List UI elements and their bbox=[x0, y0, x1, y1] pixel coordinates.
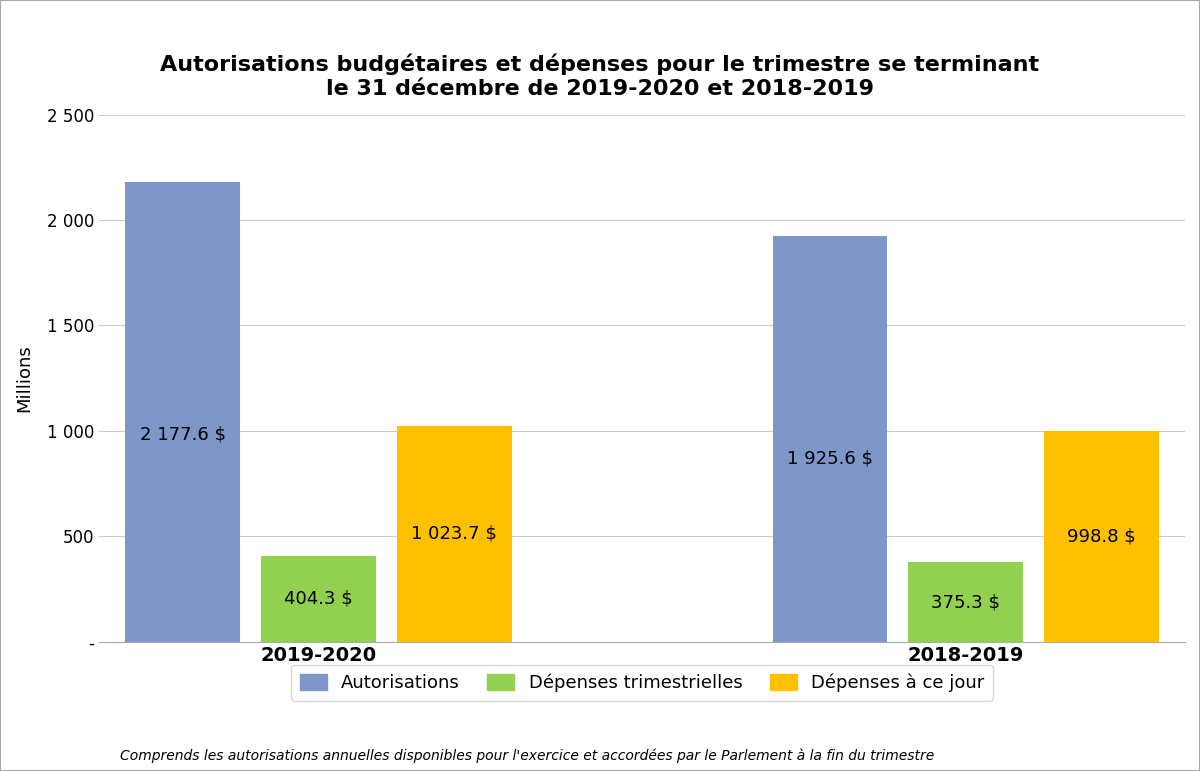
Text: 404.3 $: 404.3 $ bbox=[284, 590, 353, 608]
Text: 2 177.6 $: 2 177.6 $ bbox=[139, 426, 226, 444]
Text: Autorisations budgétaires et dépenses pour le trimestre se terminant
le 31 décem: Autorisations budgétaires et dépenses po… bbox=[161, 54, 1039, 99]
Text: 1 925.6 $: 1 925.6 $ bbox=[787, 450, 874, 468]
Legend: Autorisations, Dépenses trimestrielles, Dépenses à ce jour: Autorisations, Dépenses trimestrielles, … bbox=[290, 665, 994, 701]
Text: 375.3 $: 375.3 $ bbox=[931, 593, 1001, 611]
Bar bbox=[773, 236, 888, 641]
Bar bbox=[1044, 431, 1159, 641]
Text: Comprends les autorisations annuelles disponibles pour l'exercice et accordées p: Comprends les autorisations annuelles di… bbox=[120, 749, 935, 763]
Bar bbox=[260, 557, 376, 641]
Bar bbox=[125, 183, 240, 641]
Text: 1 023.7 $: 1 023.7 $ bbox=[412, 525, 497, 543]
Bar bbox=[397, 426, 511, 641]
Text: 998.8 $: 998.8 $ bbox=[1067, 527, 1136, 545]
Y-axis label: Millions: Millions bbox=[14, 344, 32, 412]
Bar bbox=[908, 563, 1024, 641]
